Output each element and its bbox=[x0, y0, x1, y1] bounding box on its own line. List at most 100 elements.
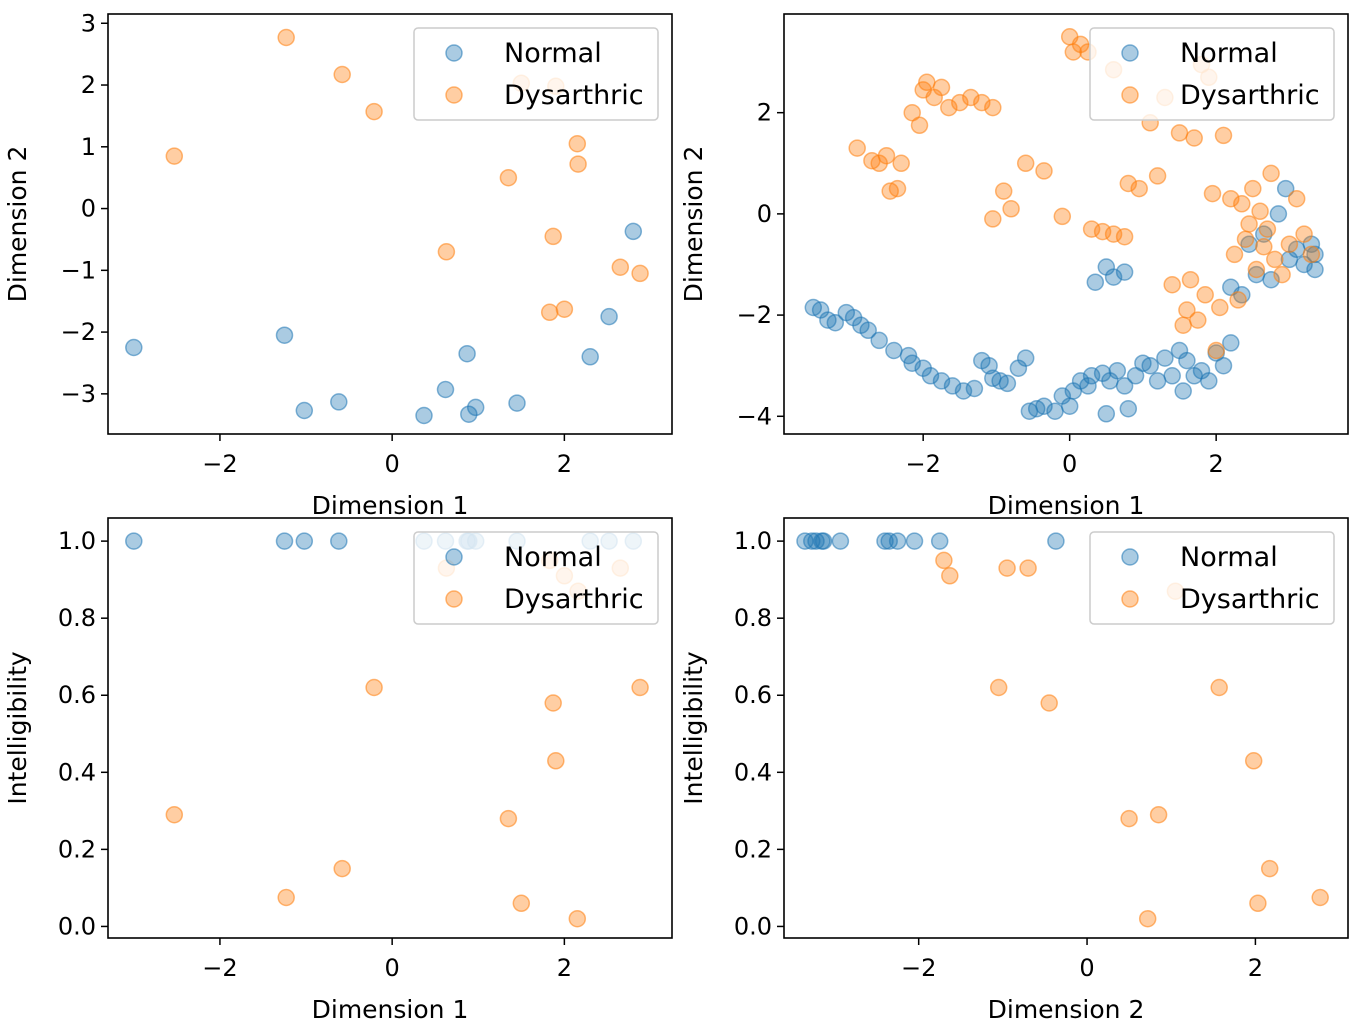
data-point bbox=[1240, 215, 1258, 233]
legend-marker bbox=[1121, 44, 1139, 62]
x-tick-label: 2 bbox=[1209, 450, 1224, 478]
data-point bbox=[877, 146, 896, 165]
data-point bbox=[1163, 367, 1181, 385]
data-point bbox=[1082, 220, 1101, 238]
data-point bbox=[1115, 377, 1134, 395]
data-point bbox=[1097, 405, 1116, 423]
data-point bbox=[1156, 349, 1174, 367]
data-point bbox=[973, 93, 991, 112]
scatter-panel: −2 0 2 0.0 0.2 0.4 0.6 0.8 1.0 Dimension 1 Intelli… bbox=[3, 517, 673, 1024]
data-point bbox=[277, 888, 295, 907]
data-point bbox=[1093, 222, 1112, 241]
legend-box bbox=[1089, 531, 1335, 625]
data-point bbox=[1214, 126, 1233, 145]
data-point bbox=[436, 380, 455, 399]
data-point bbox=[940, 98, 958, 117]
data-point bbox=[460, 405, 478, 423]
data-point bbox=[365, 678, 383, 697]
data-point bbox=[1276, 179, 1295, 198]
data-point bbox=[499, 809, 518, 828]
x-axis-label: Dimension 1 bbox=[312, 995, 469, 1024]
data-point bbox=[1104, 225, 1123, 243]
legend-entry-normal: Normal bbox=[504, 38, 602, 69]
x-tick-label: 0 bbox=[1079, 954, 1094, 982]
data-point bbox=[1079, 377, 1097, 395]
legend: Normal Dysarthric bbox=[413, 531, 659, 625]
data-point bbox=[1236, 230, 1255, 248]
y-tick-label: 0.4 bbox=[58, 758, 96, 786]
data-point bbox=[611, 258, 630, 276]
y-tick-label: −2 bbox=[737, 301, 772, 329]
data-point bbox=[1138, 909, 1157, 928]
data-point bbox=[848, 139, 866, 157]
data-point bbox=[1119, 174, 1138, 193]
legend-marker bbox=[1121, 86, 1139, 104]
x-axis-label: Dimension 1 bbox=[988, 491, 1145, 520]
legend: Normal Dysarthric bbox=[1089, 531, 1335, 625]
data-point bbox=[941, 567, 959, 585]
data-point bbox=[1222, 189, 1240, 208]
data-point bbox=[1053, 207, 1072, 226]
data-point bbox=[930, 532, 949, 550]
data-point bbox=[330, 532, 348, 550]
data-point bbox=[1040, 694, 1058, 712]
data-point bbox=[1260, 859, 1279, 878]
data-point bbox=[333, 859, 351, 878]
data-point bbox=[458, 344, 476, 363]
legend-entry-normal: Normal bbox=[504, 542, 602, 573]
data-point bbox=[1047, 532, 1065, 550]
data-point bbox=[275, 326, 294, 344]
legend-entry-normal: Normal bbox=[1180, 542, 1278, 573]
x-tick-label: −2 bbox=[901, 954, 936, 982]
data-point bbox=[1016, 349, 1035, 367]
data-point bbox=[624, 222, 643, 241]
data-point bbox=[1035, 162, 1053, 180]
y-tick-label: 2 bbox=[757, 99, 772, 127]
y-tick-label: −2 bbox=[61, 318, 96, 346]
data-point bbox=[1148, 372, 1167, 390]
x-tick-label: 2 bbox=[557, 954, 572, 982]
data-point bbox=[1141, 356, 1159, 375]
y-tick-label: −1 bbox=[61, 256, 96, 284]
scatter-panel: −2 0 2 0.0 0.2 0.4 0.6 0.8 1.0 Dimension 2 Intelli… bbox=[679, 517, 1349, 1024]
data-point bbox=[540, 303, 559, 322]
data-point bbox=[1207, 341, 1225, 360]
data-point bbox=[943, 377, 962, 395]
data-point bbox=[415, 406, 433, 425]
data-point bbox=[921, 367, 940, 385]
data-point bbox=[277, 28, 295, 47]
data-point bbox=[1170, 124, 1189, 142]
axes-frame bbox=[107, 517, 673, 939]
data-point bbox=[508, 394, 526, 412]
data-point bbox=[892, 154, 910, 173]
data-point bbox=[1225, 245, 1244, 264]
data-point bbox=[903, 354, 921, 372]
data-point bbox=[1108, 361, 1127, 380]
data-point bbox=[814, 532, 833, 550]
y-tick-label: 0.6 bbox=[734, 681, 772, 709]
legend-box bbox=[413, 531, 659, 625]
y-axis-label: Intelligibility bbox=[3, 651, 32, 805]
data-point bbox=[165, 147, 184, 165]
legend: Normal Dysarthric bbox=[413, 27, 659, 121]
x-tick-label: 2 bbox=[557, 450, 572, 478]
legend-marker bbox=[1121, 548, 1139, 566]
legend-marker bbox=[1121, 590, 1139, 608]
data-point bbox=[1266, 250, 1284, 269]
data-point bbox=[1222, 334, 1240, 352]
y-tick-label: 0.8 bbox=[734, 604, 772, 632]
data-point bbox=[1280, 235, 1299, 253]
series-normal bbox=[125, 222, 643, 425]
y-tick-label: 1.0 bbox=[734, 527, 772, 555]
axes-frame bbox=[107, 13, 673, 435]
data-point bbox=[935, 551, 953, 570]
data-point bbox=[932, 372, 951, 390]
data-point bbox=[918, 73, 936, 92]
data-point bbox=[1306, 260, 1324, 279]
data-point bbox=[1203, 184, 1222, 203]
data-point bbox=[885, 341, 903, 360]
y-axis-label: Dimension 2 bbox=[3, 146, 32, 303]
data-point bbox=[1229, 291, 1247, 309]
data-point bbox=[466, 398, 485, 417]
